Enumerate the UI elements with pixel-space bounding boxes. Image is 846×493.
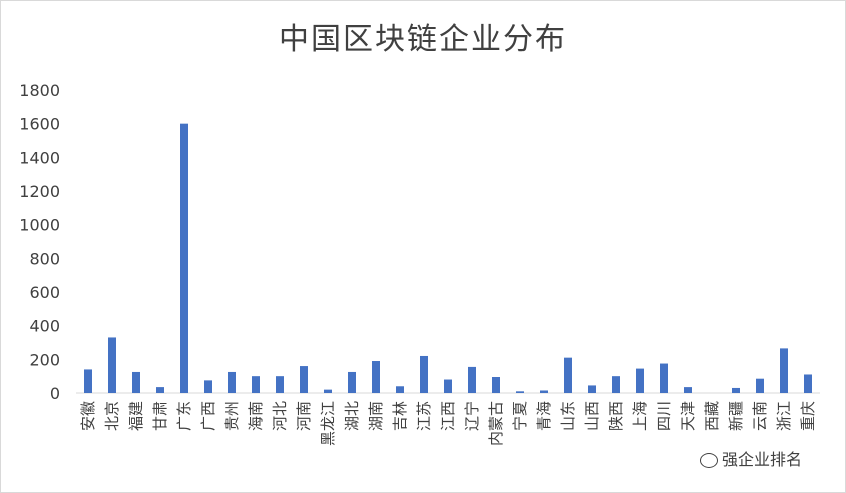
bar-辽宁	[468, 366, 476, 393]
y-tick-label: 1200	[19, 182, 60, 201]
bar-内蒙古	[492, 377, 500, 393]
category-label: 天津	[679, 401, 697, 431]
category-label: 吉林	[391, 401, 409, 431]
category-label: 四川	[655, 401, 673, 431]
bar-湖南	[372, 361, 380, 393]
chart-title: 中国区块链企业分布	[279, 22, 567, 57]
bar-广西	[204, 380, 212, 393]
category-label: 广东	[175, 401, 193, 431]
category-label: 河南	[295, 401, 313, 431]
y-tick-label: 1400	[19, 148, 60, 167]
bar-黑龙江	[324, 389, 332, 393]
bar-河北	[276, 376, 284, 393]
watermark: 强企业排名	[700, 446, 802, 470]
bar-河南	[300, 366, 308, 393]
category-label: 河北	[271, 401, 289, 431]
bar-吉林	[396, 386, 404, 393]
bar-四川	[660, 363, 668, 393]
category-label: 宁夏	[511, 401, 529, 431]
bar-山西	[588, 385, 596, 393]
category-label: 湖南	[367, 401, 385, 431]
y-tick-label: 200	[29, 350, 60, 369]
bar-湖北	[348, 371, 356, 393]
bar-北京	[108, 337, 116, 393]
y-axis-ticks: 0 200 400 600 800 1000 1200 1400 1600 1800	[19, 81, 60, 403]
bar-海南	[252, 376, 260, 393]
y-tick-label: 1600	[19, 115, 60, 134]
bar-天津	[684, 387, 692, 393]
bar-宁夏	[516, 391, 524, 393]
watermark-text: 强企业排名	[722, 450, 803, 469]
y-tick-label: 400	[29, 317, 60, 336]
category-label: 湖北	[343, 401, 361, 431]
category-label: 陕西	[607, 401, 625, 431]
category-label: 重庆	[799, 401, 817, 431]
bar-江苏	[420, 355, 428, 393]
category-label: 北京	[103, 401, 121, 431]
x-axis-categories: 安徽 北京 福建 甘肃 广东 广西 贵州 海南 河北 河南 黑龙江 湖北 湖南 吉林 江苏 江西 辽宁 内蒙古 宁夏…	[79, 401, 817, 446]
bar-陕西	[612, 376, 620, 393]
category-label: 山东	[559, 401, 577, 431]
category-label: 新疆	[727, 401, 745, 431]
bar-福建	[132, 371, 140, 393]
category-label: 上海	[631, 401, 649, 431]
y-tick-label: 0	[50, 384, 60, 403]
y-tick-label: 1800	[19, 81, 60, 100]
category-label: 甘肃	[151, 401, 169, 431]
bar-云南	[756, 378, 764, 393]
bar-重庆	[804, 374, 812, 393]
category-label: 江西	[439, 401, 457, 431]
category-label: 贵州	[223, 401, 241, 431]
category-label: 黑龙江	[319, 401, 337, 446]
category-label: 安徽	[79, 401, 97, 431]
bar-青海	[540, 390, 548, 393]
category-label: 江苏	[415, 401, 433, 431]
category-label: 辽宁	[463, 401, 481, 431]
wechat-icon	[700, 453, 718, 468]
category-label: 西藏	[703, 401, 721, 431]
bar-广东	[180, 123, 188, 394]
category-label: 浙江	[775, 401, 793, 431]
bar-贵州	[228, 371, 236, 393]
category-label: 青海	[535, 401, 553, 431]
bar-上海	[636, 368, 644, 393]
bar-新疆	[732, 387, 740, 393]
category-label: 山西	[583, 401, 601, 431]
y-tick-label: 800	[29, 249, 60, 268]
category-label: 福建	[127, 401, 145, 431]
bar-山东	[564, 357, 572, 393]
category-label: 海南	[247, 401, 265, 431]
y-tick-label: 600	[29, 283, 60, 302]
bars	[84, 123, 812, 394]
y-tick-label: 1000	[19, 216, 60, 235]
category-label: 云南	[751, 401, 769, 431]
bar-浙江	[780, 348, 788, 393]
bar-甘肃	[156, 387, 164, 393]
bar-江西	[444, 379, 452, 393]
bar-安徽	[84, 369, 92, 393]
category-label: 内蒙古	[487, 401, 505, 446]
category-label: 广西	[199, 401, 217, 431]
